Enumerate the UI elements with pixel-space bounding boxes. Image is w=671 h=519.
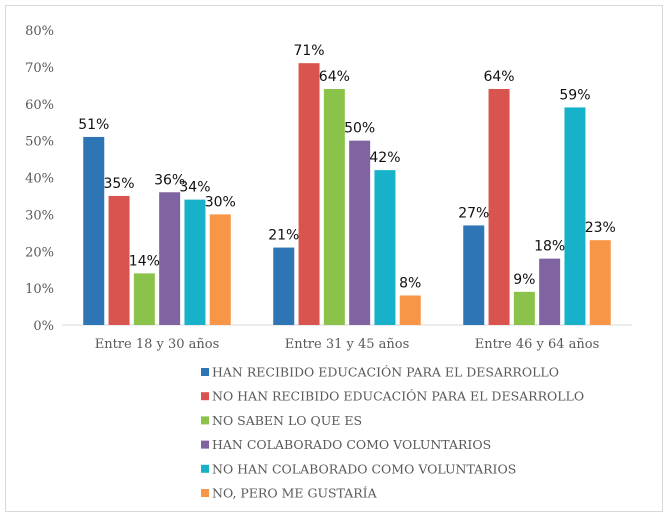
y-tick-label: 80%: [25, 24, 54, 39]
bar: [349, 140, 371, 325]
bar: [273, 247, 295, 325]
legend-label: HAN RECIBIDO EDUCACIÓN PARA EL DESARROLL…: [212, 364, 559, 380]
y-tick-label: 30%: [25, 208, 54, 223]
data-label: 50%: [344, 121, 375, 137]
chart-frame: [5, 5, 663, 512]
bar: [374, 170, 396, 325]
data-label: 23%: [585, 220, 616, 236]
bar: [323, 89, 345, 325]
bar: [513, 291, 535, 325]
legend-label: NO HAN COLABORADO COMO VOLUNTARIOS: [212, 461, 516, 476]
bar: [184, 199, 206, 325]
data-label: 27%: [458, 205, 489, 221]
y-tick-label: 10%: [25, 282, 54, 297]
y-tick-label: 0%: [33, 319, 54, 334]
legend-swatch: [201, 416, 209, 425]
legend-swatch: [201, 464, 209, 473]
bar: [83, 136, 105, 325]
bar: [589, 240, 611, 325]
category-label: Entre 18 y 30 años: [95, 337, 220, 352]
data-label: 35%: [103, 176, 134, 192]
bar: [488, 89, 510, 325]
data-label: 9%: [513, 272, 535, 288]
bar: [463, 225, 485, 325]
bar: [159, 192, 181, 325]
bar: [209, 214, 231, 325]
bar: [564, 107, 586, 325]
data-label: 36%: [154, 172, 185, 188]
legend-label: HAN COLABORADO COMO VOLUNTARIOS: [212, 437, 491, 452]
y-tick-label: 40%: [25, 172, 54, 187]
data-label: 30%: [205, 194, 236, 210]
y-tick-label: 50%: [25, 135, 54, 150]
data-label: 8%: [399, 276, 421, 292]
legend-swatch: [201, 440, 209, 449]
bar: [399, 295, 421, 325]
legend-swatch: [201, 368, 209, 376]
legend-swatch: [201, 489, 209, 497]
data-label: 64%: [483, 69, 514, 85]
data-label: 21%: [268, 228, 299, 244]
category-label: Entre 31 y 45 años: [285, 337, 410, 352]
category-label: Entre 46 y 64 años: [475, 337, 600, 352]
y-tick-label: 60%: [25, 98, 54, 113]
data-label: 14%: [129, 253, 160, 269]
bar: [539, 258, 561, 325]
data-label: 71%: [293, 43, 324, 59]
data-label: 51%: [78, 117, 109, 133]
data-label: 64%: [319, 69, 350, 85]
legend-label: NO HAN RECIBIDO EDUCACIÓN PARA EL DESARR…: [212, 388, 584, 404]
y-tick-label: 20%: [25, 245, 54, 260]
bar: [108, 195, 130, 325]
legend-label: NO, PERO ME GUSTARÍA: [212, 486, 378, 501]
legend-label: NO SABEN LO QUE ES: [212, 413, 362, 428]
bar: [133, 273, 155, 325]
legend-swatch: [201, 392, 209, 401]
bar: [298, 63, 320, 325]
y-tick-label: 70%: [25, 61, 54, 76]
data-label: 59%: [559, 87, 590, 103]
data-label: 42%: [369, 150, 400, 166]
data-label: 34%: [179, 180, 210, 196]
data-label: 18%: [534, 239, 565, 255]
